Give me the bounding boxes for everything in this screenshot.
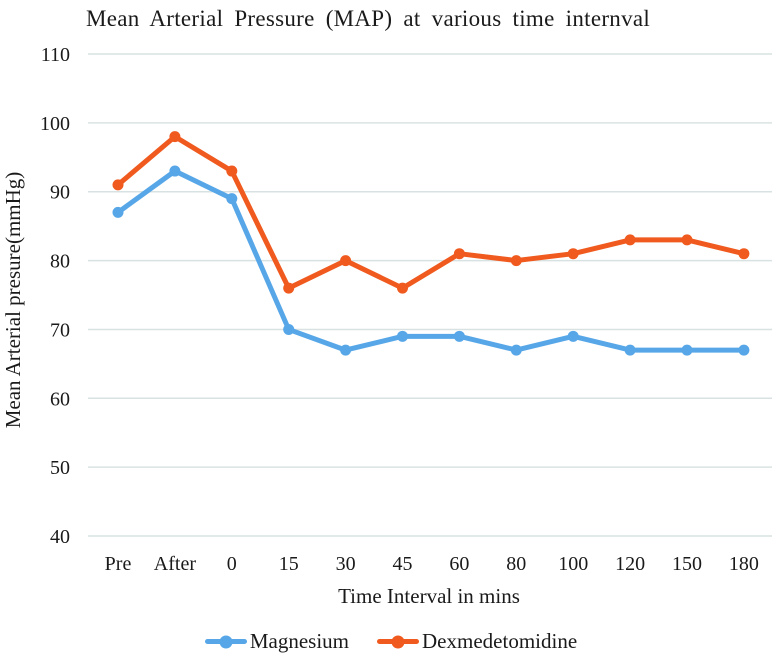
x-tick-label-30: 30 [336,553,356,575]
legend-label-dexmedetomidine: Dexmedetomidine [422,629,578,653]
data-point-magnesium-45 [397,330,408,342]
data-point-dexmedetomidine-60 [453,248,465,260]
legend-item-dexmedetomidine: Dexmedetomidine [377,629,577,654]
series-line-magnesium [115,168,747,353]
x-tick-label-60: 60 [449,553,469,575]
data-point-magnesium-120 [624,344,636,356]
y-tick-label-100: 100 [40,113,70,135]
data-point-dexmedetomidine-30 [340,255,352,267]
magnesium-line-marker-icon [204,635,247,648]
data-point-dexmedetomidine-180 [738,248,750,260]
data-point-magnesium-80 [510,344,522,356]
data-point-dexmedetomidine-150 [681,234,693,246]
legend-item-magnesium: Magnesium [204,629,350,654]
data-point-magnesium-100 [567,330,579,342]
x-tick-label-80: 80 [506,553,526,575]
chart-legend: Magnesium Dexmedetomidine [0,629,782,654]
y-tick-label-70: 70 [50,319,70,341]
data-point-dexmedetomidine-After [169,131,181,143]
x-tick-label-100: 100 [558,553,588,575]
data-point-magnesium-60 [453,330,465,342]
data-point-dexmedetomidine-15 [283,282,295,294]
x-tick-label-Pre: Pre [105,553,132,575]
data-point-magnesium-30 [340,344,352,356]
y-tick-label-50: 50 [50,457,70,479]
data-point-magnesium-150 [681,344,693,356]
x-tick-label-0: 0 [227,553,237,575]
series-line-dexmedetomidine [115,134,747,291]
x-tick-label-180: 180 [729,553,759,575]
x-axis-title: Time Interval in mins [338,584,520,608]
y-tick-label-80: 80 [50,251,70,273]
data-point-magnesium-0 [226,193,238,205]
y-tick-label-60: 60 [50,388,70,410]
y-tick-label-110: 110 [41,44,70,66]
data-point-magnesium-15 [283,323,295,335]
data-point-magnesium-After [169,165,181,177]
tick-layer: 110 100 90 80 70 60 50 40 Pre After 0 15 30 45 60 80 100… [40,44,759,575]
data-point-dexmedetomidine-100 [567,248,579,260]
data-point-magnesium-180 [738,344,750,356]
series-layer [112,131,750,356]
x-tick-label-120: 120 [615,553,645,575]
magnesium-dot-icon [219,635,233,648]
x-tick-label-15: 15 [279,553,299,575]
data-point-magnesium-Pre [112,206,124,218]
data-point-dexmedetomidine-Pre [112,179,124,191]
data-point-dexmedetomidine-120 [624,234,636,246]
legend-label-magnesium: Magnesium [249,629,350,653]
x-tick-label-150: 150 [672,553,702,575]
x-tick-label-45: 45 [393,553,413,575]
data-point-dexmedetomidine-80 [510,255,522,267]
y-axis-title: Mean Arterial presure(mmHg) [1,172,25,429]
dexmedetomidine-dot-icon [391,635,405,648]
grid-layer [88,53,772,537]
y-tick-label-40: 40 [50,526,70,548]
x-tick-label-After: After [154,553,197,575]
y-tick-label-90: 90 [50,182,70,204]
chart-title: Mean Arterial Pressure (MAP) at various … [86,6,651,31]
dexmedetomidine-line-marker-icon [377,635,420,648]
data-point-dexmedetomidine-0 [226,165,238,177]
data-point-dexmedetomidine-45 [397,282,408,294]
